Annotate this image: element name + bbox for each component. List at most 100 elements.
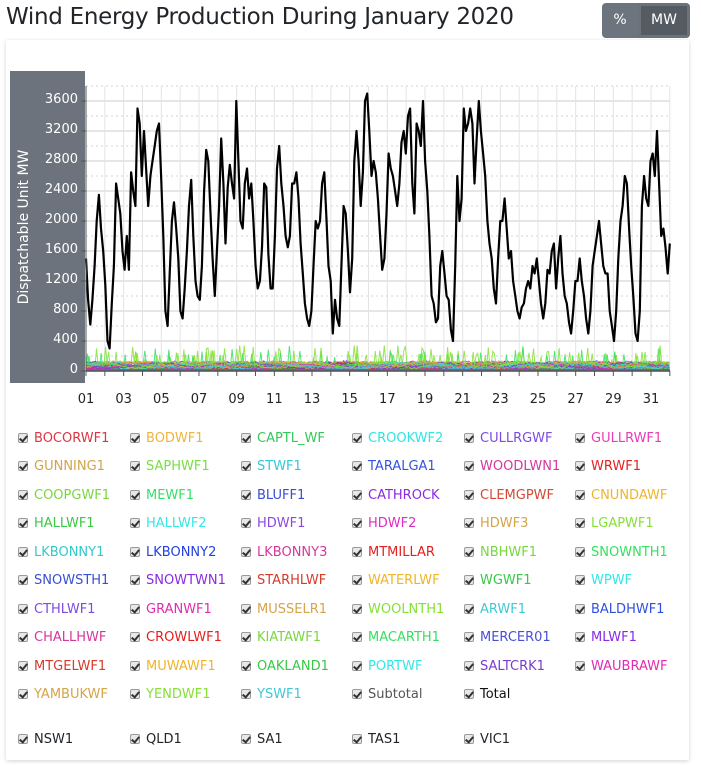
- checkbox-checked-icon[interactable]: [575, 433, 585, 443]
- legend-item-wgwf1[interactable]: WGWF1: [464, 571, 532, 589]
- legend-item-saphwf1[interactable]: SAPHWF1: [130, 457, 210, 475]
- checkbox-checked-icon[interactable]: [18, 661, 28, 671]
- legend-item-cnundawf[interactable]: CNUNDAWF: [575, 486, 667, 504]
- checkbox-checked-icon[interactable]: [241, 490, 251, 500]
- checkbox-checked-icon[interactable]: [352, 575, 362, 585]
- checkbox-checked-icon[interactable]: [18, 632, 28, 642]
- legend-item-bocorwf1[interactable]: BOCORWF1: [18, 429, 109, 447]
- legend-item-nbhwf1[interactable]: NBHWF1: [464, 543, 537, 561]
- legend-item-musselr1[interactable]: MUSSELR1: [241, 600, 327, 618]
- legend-item-taralga1[interactable]: TARALGA1: [352, 457, 436, 475]
- legend-item-hdwf2[interactable]: HDWF2: [352, 514, 416, 532]
- legend-item-waterlwf[interactable]: WATERLWF: [352, 571, 440, 589]
- checkbox-checked-icon[interactable]: [241, 433, 251, 443]
- region-filter-sa1[interactable]: SA1: [241, 730, 283, 748]
- legend-item-wpwf[interactable]: WPWF: [575, 571, 632, 589]
- legend-item-yendwf1[interactable]: YENDWF1: [130, 685, 211, 703]
- checkbox-checked-icon[interactable]: [352, 734, 362, 744]
- checkbox-checked-icon[interactable]: [130, 490, 140, 500]
- legend-item-woodlwn1[interactable]: WOODLWN1: [464, 457, 560, 475]
- percent-toggle-button[interactable]: %: [602, 3, 638, 38]
- legend-item-arwf1[interactable]: ARWF1: [464, 600, 526, 618]
- checkbox-checked-icon[interactable]: [241, 604, 251, 614]
- checkbox-checked-icon[interactable]: [130, 689, 140, 699]
- checkbox-checked-icon[interactable]: [352, 604, 362, 614]
- region-filter-tas1[interactable]: TAS1: [352, 730, 400, 748]
- legend-item-bodwf1[interactable]: BODWF1: [130, 429, 204, 447]
- checkbox-checked-icon[interactable]: [352, 547, 362, 557]
- region-filter-qld1[interactable]: QLD1: [130, 730, 182, 748]
- legend-item-gunning1[interactable]: GUNNING1: [18, 457, 105, 475]
- legend-item-total[interactable]: Total: [464, 685, 510, 703]
- checkbox-checked-icon[interactable]: [575, 518, 585, 528]
- checkbox-checked-icon[interactable]: [130, 632, 140, 642]
- checkbox-checked-icon[interactable]: [18, 575, 28, 585]
- checkbox-checked-icon[interactable]: [241, 734, 251, 744]
- checkbox-checked-icon[interactable]: [241, 518, 251, 528]
- checkbox-checked-icon[interactable]: [464, 433, 474, 443]
- legend-item-hdwf1[interactable]: HDWF1: [241, 514, 305, 532]
- legend-item-clemgpwf[interactable]: CLEMGPWF: [464, 486, 554, 504]
- legend-item-granwf1[interactable]: GRANWF1: [130, 600, 212, 618]
- legend-item-macarth1[interactable]: MACARTH1: [352, 628, 440, 646]
- legend-item-crookwf2[interactable]: CROOKWF2: [352, 429, 443, 447]
- legend-item-crowlwf1[interactable]: CROWLWF1: [130, 628, 222, 646]
- legend-item-cullrgwf[interactable]: CULLRGWF: [464, 429, 553, 447]
- legend-item-snowtwn1[interactable]: SNOWTWN1: [130, 571, 226, 589]
- checkbox-checked-icon[interactable]: [464, 661, 474, 671]
- checkbox-checked-icon[interactable]: [575, 490, 585, 500]
- checkbox-checked-icon[interactable]: [18, 461, 28, 471]
- checkbox-checked-icon[interactable]: [130, 575, 140, 585]
- checkbox-checked-icon[interactable]: [352, 518, 362, 528]
- checkbox-checked-icon[interactable]: [18, 547, 28, 557]
- legend-item-wrwf1[interactable]: WRWF1: [575, 457, 641, 475]
- checkbox-checked-icon[interactable]: [18, 433, 28, 443]
- legend-item-baldhwf1[interactable]: BALDHWF1: [575, 600, 664, 618]
- checkbox-checked-icon[interactable]: [352, 689, 362, 699]
- checkbox-checked-icon[interactable]: [241, 689, 251, 699]
- region-filter-vic1[interactable]: VIC1: [464, 730, 510, 748]
- checkbox-checked-icon[interactable]: [130, 433, 140, 443]
- checkbox-checked-icon[interactable]: [352, 661, 362, 671]
- checkbox-checked-icon[interactable]: [130, 547, 140, 557]
- legend-item-gullrwf1[interactable]: GULLRWF1: [575, 429, 662, 447]
- legend-item-woolnth1[interactable]: WOOLNTH1: [352, 600, 444, 618]
- legend-item-hallwf1[interactable]: HALLWF1: [18, 514, 95, 532]
- legend-item-stwf1[interactable]: STWF1: [241, 457, 302, 475]
- checkbox-checked-icon[interactable]: [130, 518, 140, 528]
- legend-item-lkbonny1[interactable]: LKBONNY1: [18, 543, 104, 561]
- legend-item-captl-wf[interactable]: CAPTL_WF: [241, 429, 325, 447]
- legend-item-lkbonny3[interactable]: LKBONNY3: [241, 543, 327, 561]
- checkbox-checked-icon[interactable]: [464, 575, 474, 585]
- checkbox-checked-icon[interactable]: [130, 604, 140, 614]
- checkbox-checked-icon[interactable]: [241, 575, 251, 585]
- checkbox-checked-icon[interactable]: [464, 689, 474, 699]
- legend-item-snownth1[interactable]: SNOWNTH1: [575, 543, 668, 561]
- checkbox-checked-icon[interactable]: [575, 575, 585, 585]
- legend-item-bluff1[interactable]: BLUFF1: [241, 486, 305, 504]
- legend-item-hallwf2[interactable]: HALLWF2: [130, 514, 207, 532]
- checkbox-checked-icon[interactable]: [18, 490, 28, 500]
- checkbox-checked-icon[interactable]: [575, 547, 585, 557]
- legend-item-mtgelwf1[interactable]: MTGELWF1: [18, 657, 106, 675]
- legend-item-coopgwf1[interactable]: COOPGWF1: [18, 486, 110, 504]
- checkbox-checked-icon[interactable]: [464, 461, 474, 471]
- legend-item-saltcrk1[interactable]: SALTCRK1: [464, 657, 545, 675]
- region-filter-nsw1[interactable]: NSW1: [18, 730, 73, 748]
- checkbox-checked-icon[interactable]: [130, 661, 140, 671]
- checkbox-checked-icon[interactable]: [352, 632, 362, 642]
- checkbox-checked-icon[interactable]: [241, 661, 251, 671]
- checkbox-checked-icon[interactable]: [575, 661, 585, 671]
- checkbox-checked-icon[interactable]: [575, 604, 585, 614]
- checkbox-checked-icon[interactable]: [130, 734, 140, 744]
- checkbox-checked-icon[interactable]: [575, 632, 585, 642]
- legend-item-mlwf1[interactable]: MLWF1: [575, 628, 637, 646]
- legend-item-hdwf3[interactable]: HDWF3: [464, 514, 528, 532]
- checkbox-checked-icon[interactable]: [241, 547, 251, 557]
- checkbox-checked-icon[interactable]: [464, 547, 474, 557]
- legend-item-mercer01[interactable]: MERCER01: [464, 628, 551, 646]
- legend-item-kiatawf1[interactable]: KIATAWF1: [241, 628, 321, 646]
- checkbox-checked-icon[interactable]: [464, 734, 474, 744]
- checkbox-checked-icon[interactable]: [352, 461, 362, 471]
- legend-item-oakland1[interactable]: OAKLAND1: [241, 657, 329, 675]
